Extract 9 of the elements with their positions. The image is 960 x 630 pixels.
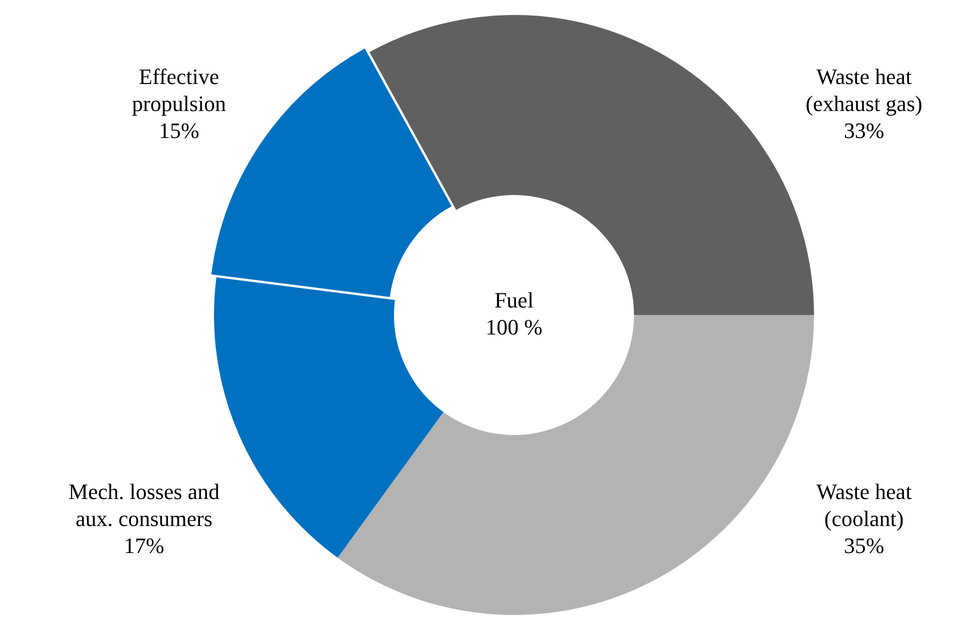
- text: Fuel 100 %: [486, 287, 542, 340]
- slice-label: Effective propulsion: [132, 64, 226, 116]
- slice-label: Waste heat (coolant): [816, 478, 912, 531]
- data-label: 35%: [844, 532, 884, 558]
- data-label: 33%: [844, 118, 884, 143]
- slice-label: Waste heat (exhaust gas): [806, 64, 922, 116]
- data-label: 15%: [158, 118, 200, 143]
- slice-label: Mech. losses and aux. consumers: [68, 478, 220, 531]
- data-label: 17%: [124, 532, 164, 558]
